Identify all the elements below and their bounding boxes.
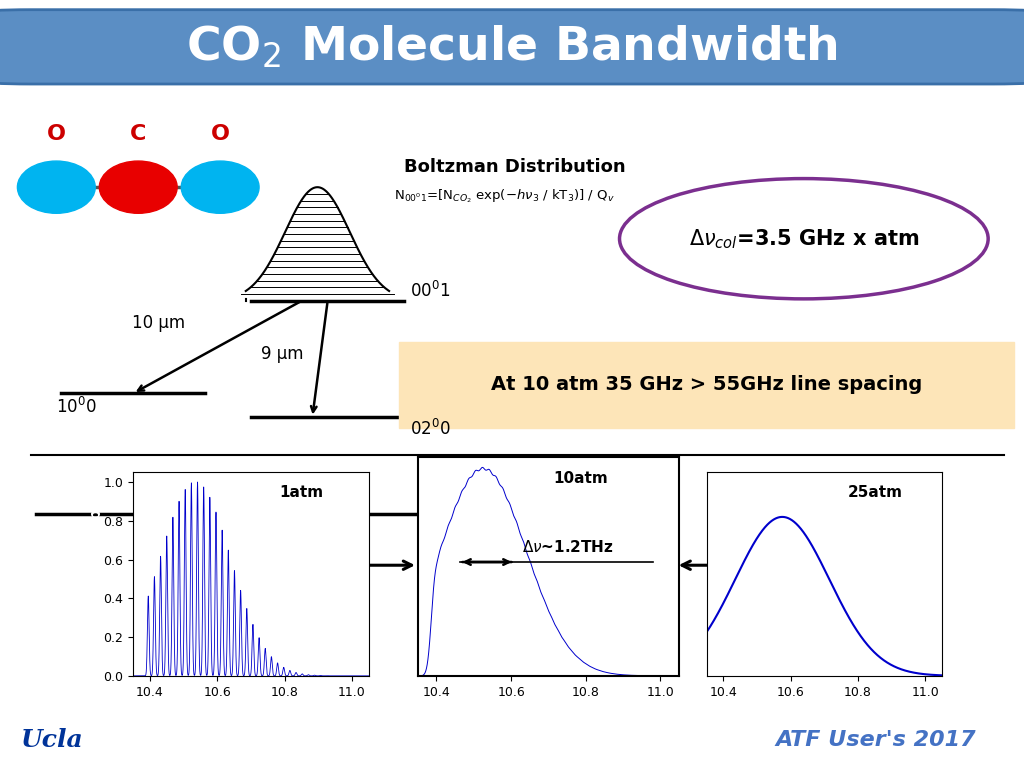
Text: N$_{00^01}$=[N$_{CO_2}$ exp($-h\nu_3$ / kT$_3$)] / Q$_v$: N$_{00^01}$=[N$_{CO_2}$ exp($-h\nu_3$ / … [394,187,615,205]
Text: O: O [47,124,66,144]
Text: 9 μm: 9 μm [261,345,304,363]
Text: 10$^0$0: 10$^0$0 [56,396,97,416]
Circle shape [181,161,259,214]
Text: 00$^0$1: 00$^0$1 [410,281,450,301]
Text: ATF User's 2017: ATF User's 2017 [775,730,976,750]
Text: 10atm: 10atm [554,472,608,486]
Text: $\Delta\nu$~1.2THz: $\Delta\nu$~1.2THz [522,539,613,555]
Text: Wavelength (μm): Wavelength (μm) [418,696,581,713]
Text: $\Delta\nu_{col}$=3.5 GHz x atm: $\Delta\nu_{col}$=3.5 GHz x atm [689,227,919,250]
Text: Normalized  Ampl..: Normalized Ampl.. [89,493,103,655]
Text: 10 μm: 10 μm [132,314,185,332]
Text: Boltzman Distribution: Boltzman Distribution [404,157,626,176]
Text: 00$^0$0: 00$^0$0 [440,515,481,535]
FancyBboxPatch shape [399,342,1014,428]
Text: CO$_2$ Molecule Bandwidth: CO$_2$ Molecule Bandwidth [186,24,838,70]
Text: O: O [211,124,229,144]
Circle shape [99,161,177,214]
Text: 25atm: 25atm [848,485,903,500]
Text: At 10 atm 35 GHz > 55GHz line spacing: At 10 atm 35 GHz > 55GHz line spacing [490,375,923,394]
Text: Ucla: Ucla [20,727,84,752]
Circle shape [17,161,95,214]
Text: CO$_2$ Gain Spectrum: CO$_2$ Gain Spectrum [463,465,643,488]
FancyBboxPatch shape [0,10,1024,84]
Text: 1atm: 1atm [280,485,324,500]
Text: 02$^0$0: 02$^0$0 [410,419,451,439]
Text: C: C [130,124,146,144]
